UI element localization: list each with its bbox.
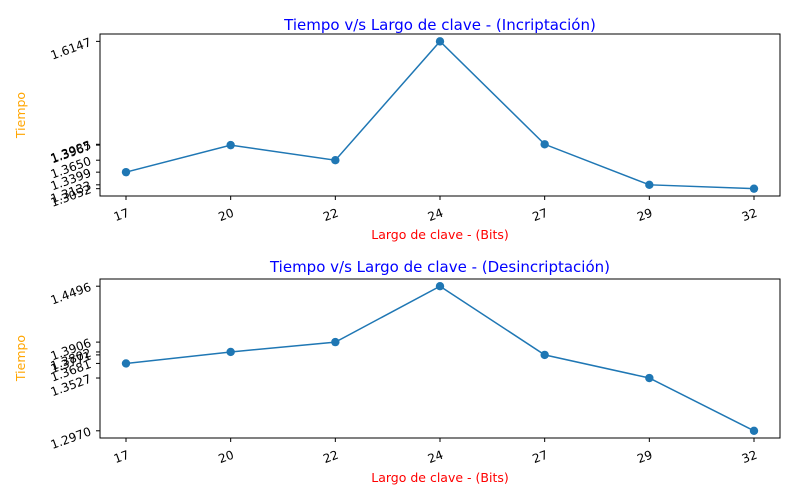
series-line (125, 40, 755, 190)
x-tick-label: 29 (635, 448, 654, 466)
plot-frame (99, 278, 781, 439)
data-point (645, 373, 654, 383)
decryption-chart: Tiempo v/s Largo de clave - (Desincripta… (13, 258, 781, 485)
data-point (121, 359, 131, 368)
encryption-chart: Tiempo v/s Largo de clave - (Incriptació… (13, 16, 781, 242)
x-ticks: 17 20 22 24 27 29 32 (112, 438, 759, 466)
x-tick-label: 20 (217, 206, 236, 224)
x-tick-label: 20 (217, 448, 236, 466)
x-tick-label: 32 (740, 206, 759, 224)
x-tick-label: 17 (112, 448, 131, 466)
x-tick-label: 27 (531, 206, 550, 224)
data-point (645, 180, 654, 190)
y-tick-label: 1.2970 (49, 424, 93, 452)
data-point (749, 426, 759, 435)
data-point (331, 156, 340, 165)
y-axis-label: Tiempo (13, 92, 28, 139)
y-ticks: 1.29701.35271.36811.37711.38021.39061.44… (49, 280, 100, 452)
chart-title: Tiempo v/s Largo de clave - (Incriptació… (283, 16, 596, 34)
y-axis-label: Tiempo (13, 335, 28, 382)
data-point (121, 167, 131, 177)
series-line (125, 285, 755, 432)
x-axis-label: Largo de clave - (Bits) (371, 227, 508, 242)
plot-frame (99, 33, 781, 197)
data-point (749, 184, 759, 193)
data-point (226, 347, 235, 357)
data-point (540, 350, 549, 360)
x-tick-label: 32 (740, 448, 759, 466)
data-point (226, 140, 235, 150)
y-tick-label: 1.4496 (49, 280, 93, 308)
data-point (435, 282, 445, 291)
x-tick-label: 24 (426, 206, 445, 224)
y-ticks: 1.30521.31331.33991.36501.39671.39851.61… (49, 35, 100, 210)
series (121, 282, 759, 435)
x-tick-label: 17 (112, 206, 131, 224)
x-tick-label: 22 (321, 206, 340, 224)
data-point (540, 140, 549, 149)
x-tick-label: 22 (321, 448, 340, 466)
x-axis-label: Largo de clave - (Bits) (371, 470, 508, 485)
x-ticks: 17 20 22 24 27 29 32 (112, 196, 759, 224)
series (121, 37, 759, 193)
y-tick-label: 1.6147 (49, 35, 93, 63)
x-tick-label: 24 (426, 448, 445, 466)
data-point (331, 337, 340, 347)
chart-title: Tiempo v/s Largo de clave - (Desincripta… (269, 258, 610, 276)
x-tick-label: 27 (531, 448, 550, 466)
data-point (435, 37, 445, 46)
x-tick-label: 29 (635, 206, 654, 224)
